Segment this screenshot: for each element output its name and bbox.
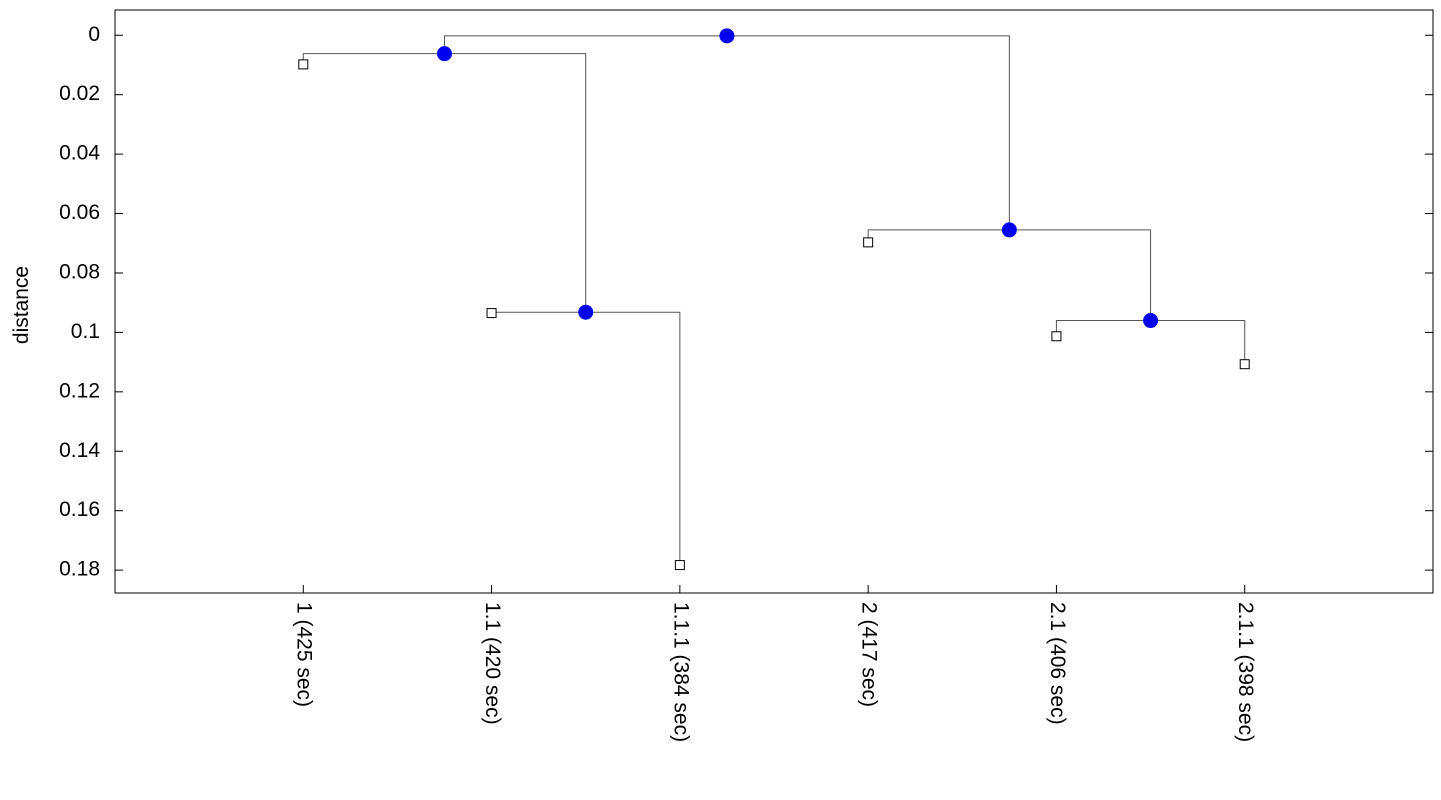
x-tick-label: 2 (417 sec) <box>858 602 881 707</box>
y-axis-label: distance <box>10 266 33 344</box>
leaf-marker <box>298 59 309 70</box>
node-marker <box>437 46 452 62</box>
x-tick-label: 1.1.1 (384 sec) <box>669 602 692 742</box>
connector <box>302 53 587 313</box>
connector <box>867 229 1152 321</box>
x-tick-label: 2.1 (406 sec) <box>1046 602 1069 725</box>
x-tick-label: 2.1.1 (398 sec) <box>1234 602 1257 742</box>
leaf-marker <box>1051 331 1062 342</box>
y-tick-label: 0.06 <box>59 201 100 224</box>
x-tick-label: 1.1 (420 sec) <box>481 602 504 725</box>
y-tick-label: 0.02 <box>59 82 100 105</box>
y-tick-label: 0.18 <box>59 558 100 581</box>
connector <box>444 35 1010 230</box>
connector <box>491 311 681 566</box>
node-marker <box>578 304 594 320</box>
y-tick-label: 0.1 <box>71 320 100 343</box>
leaf-marker <box>486 308 497 319</box>
node-marker <box>1143 313 1159 329</box>
y-tick-label: 0.14 <box>59 439 100 462</box>
leaf-marker <box>1239 359 1250 370</box>
leaf-marker <box>863 237 874 248</box>
y-tick-label: 0.04 <box>59 142 100 165</box>
y-tick-label: 0.08 <box>59 261 100 284</box>
y-tick-label: 0 <box>88 23 100 46</box>
plot-frame <box>114 9 1434 594</box>
node-marker <box>719 28 735 44</box>
y-tick-label: 0.12 <box>59 379 100 402</box>
node-marker <box>1001 222 1017 238</box>
leaf-marker <box>674 560 685 571</box>
y-tick-label: 0.16 <box>59 498 100 521</box>
x-tick-label: 1 (425 sec) <box>293 602 316 707</box>
